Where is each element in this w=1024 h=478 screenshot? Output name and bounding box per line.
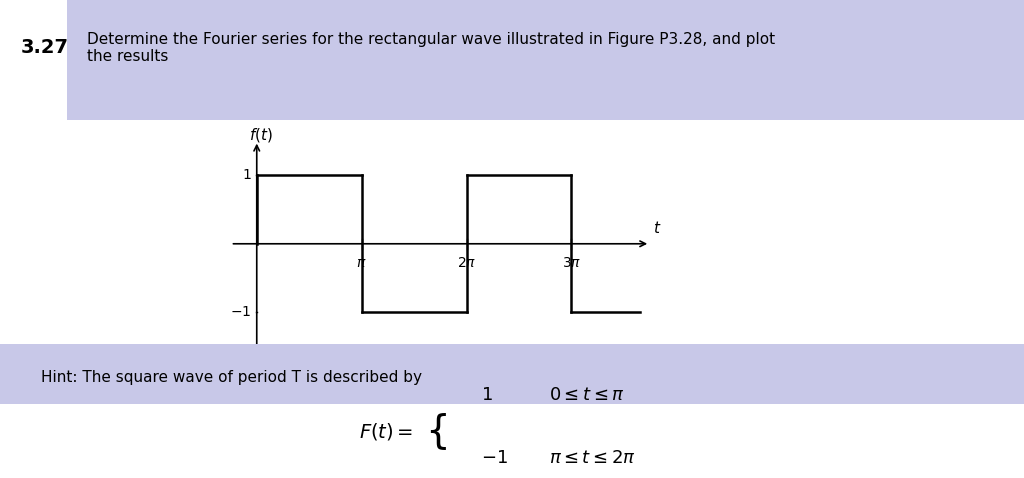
Text: $1$: $1$ (481, 386, 493, 404)
Text: $t$: $t$ (653, 219, 662, 236)
Text: 1: 1 (243, 168, 252, 182)
Text: $2\pi$: $2\pi$ (457, 256, 476, 270)
FancyBboxPatch shape (67, 0, 1024, 120)
Text: $\pi$: $\pi$ (356, 256, 367, 270)
Text: $-1$: $-1$ (481, 449, 508, 467)
Text: $F(t)=$: $F(t)=$ (359, 421, 414, 442)
Text: 3.27: 3.27 (20, 38, 69, 57)
Text: $-1$: $-1$ (230, 305, 252, 319)
Text: $f(t)$: $f(t)$ (249, 126, 272, 144)
FancyBboxPatch shape (0, 344, 1024, 404)
Text: $\pi \leq t \leq 2\pi$: $\pi \leq t \leq 2\pi$ (549, 449, 636, 467)
Text: Hint: The square wave of period T is described by: Hint: The square wave of period T is des… (41, 370, 422, 385)
Text: $3\pi$: $3\pi$ (562, 256, 582, 270)
Text: $\{$: $\{$ (425, 411, 446, 452)
Text: $0 \leq t \leq \pi$: $0 \leq t \leq \pi$ (549, 386, 625, 404)
Text: Determine the Fourier series for the rectangular wave illustrated in Figure P3.2: Determine the Fourier series for the rec… (87, 32, 775, 64)
